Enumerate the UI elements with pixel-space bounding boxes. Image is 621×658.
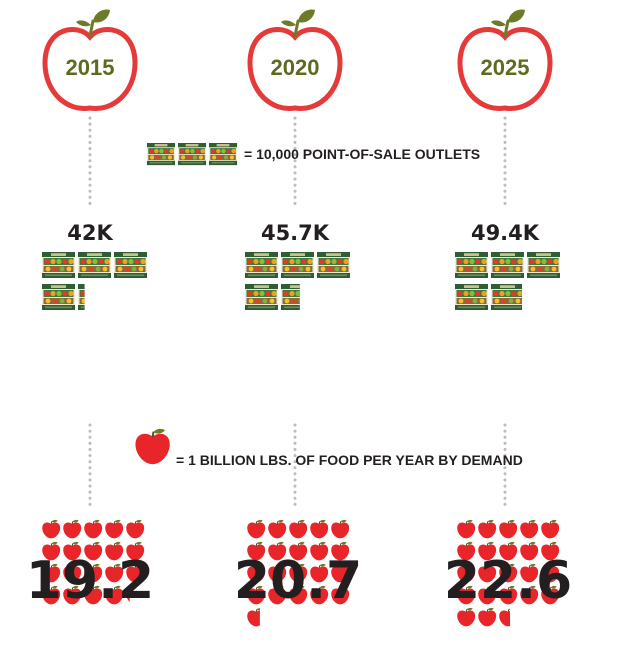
produce-crate-icon <box>245 252 278 278</box>
year-label: 2025 <box>481 55 530 80</box>
apple-icon <box>247 519 266 539</box>
outlet-value-2025: 49.4K <box>471 221 540 245</box>
apple-icon <box>520 519 539 539</box>
apple-icon <box>331 519 350 539</box>
produce-crate-icon-partial <box>78 284 85 310</box>
apple-icon <box>126 519 145 539</box>
demand-value-2015: 19.2 <box>26 551 154 611</box>
apple-icon <box>478 519 497 539</box>
produce-crate-icon <box>491 252 524 278</box>
outlet-value-2020: 45.7K <box>261 221 330 245</box>
produce-crate-icon <box>455 252 488 278</box>
apple-icon <box>289 519 308 539</box>
apple-icon <box>105 519 124 539</box>
apple-icon <box>457 519 476 539</box>
produce-crate-icon <box>178 143 207 166</box>
produce-crate-icon <box>281 252 314 278</box>
produce-crate-icon <box>114 252 147 278</box>
apple-icon <box>541 519 560 539</box>
food-legend: = 1 BILLION LBS. OF FOOD PER YEAR BY DEM… <box>134 427 523 468</box>
apple-icon <box>42 519 61 539</box>
produce-crate-icon <box>147 143 176 166</box>
connector-lines <box>88 116 507 507</box>
outlet-value-2015: 42K <box>67 221 113 245</box>
year-label: 2020 <box>271 55 320 80</box>
outlet-crates <box>42 252 560 310</box>
produce-crate-icon <box>42 284 75 310</box>
food-legend-label: = 1 BILLION LBS. OF FOOD PER YEAR BY DEM… <box>176 452 523 468</box>
apple-icon <box>268 519 287 539</box>
demand-value-2025: 22.6 <box>444 551 572 611</box>
produce-crate-icon-partial <box>281 284 300 310</box>
apple-icon <box>134 427 171 466</box>
produce-crate-icon <box>78 252 111 278</box>
year-marker-2015: 2015 <box>45 10 135 109</box>
produce-crate-icon <box>42 252 75 278</box>
produce-crate-icon <box>245 284 278 310</box>
year-label: 2015 <box>66 55 115 80</box>
apple-icon <box>310 519 329 539</box>
demand-value-2020: 20.7 <box>234 551 362 611</box>
produce-crate-icon <box>527 252 560 278</box>
apple-icon <box>499 519 518 539</box>
produce-crate-icon <box>455 284 488 310</box>
apple-icon <box>63 519 82 539</box>
year-marker-2020: 2020 <box>250 10 340 109</box>
produce-crate-icon-partial <box>491 284 523 310</box>
produce-crate-icon <box>317 252 350 278</box>
apple-icon <box>84 519 103 539</box>
produce-crate-icon <box>209 143 238 166</box>
year-marker-2025: 2025 <box>460 10 550 109</box>
outlets-legend-label: = 10,000 POINT-OF-SALE OUTLETS <box>244 146 480 162</box>
outlets-legend: = 10,000 POINT-OF-SALE OUTLETS <box>147 143 480 166</box>
